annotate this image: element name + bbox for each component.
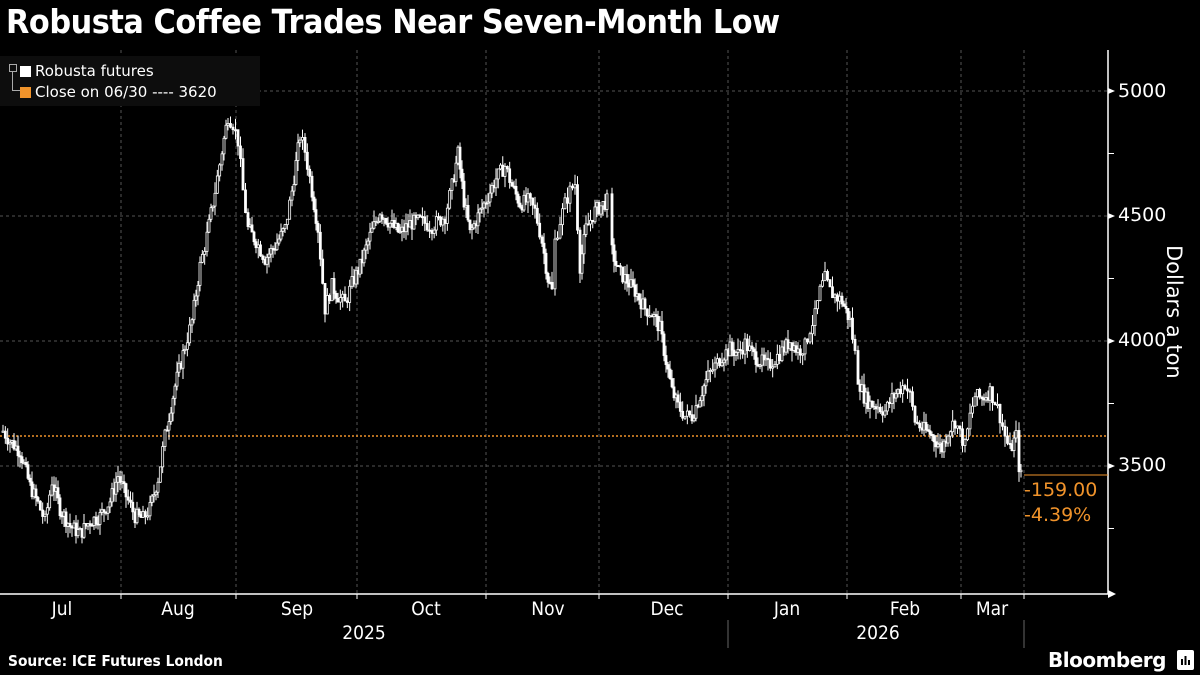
bloomberg-logo: Bloomberg	[1048, 648, 1166, 672]
legend-swatch-white	[20, 66, 31, 77]
y-tick-mark	[1108, 463, 1115, 469]
x-tick-jul: Jul	[51, 598, 73, 620]
x-tick-nov: Nov	[531, 598, 565, 620]
chart-title: Robusta Coffee Trades Near Seven-Month L…	[6, 2, 780, 41]
x-tick-aug: Aug	[161, 598, 195, 620]
legend-tree-connector	[12, 72, 20, 91]
legend-label: Close on 06/30 ---- 3620	[35, 83, 217, 101]
y-tick-5000: 5000	[1118, 80, 1167, 102]
change-percent: -4.39%	[1024, 504, 1092, 526]
legend-label: Robusta futures	[35, 62, 154, 80]
x-tick-mar: Mar	[975, 598, 1009, 620]
change-absolute: -159.00	[1024, 479, 1098, 501]
x-axis-arrow	[1108, 590, 1116, 598]
source-note: Source: ICE Futures London	[8, 652, 223, 670]
x-year-2025: 2025	[342, 622, 386, 644]
y-tick-4000: 4000	[1118, 329, 1167, 351]
x-tick-dec: Dec	[650, 598, 684, 620]
legend-collapse-icon[interactable]	[9, 64, 17, 72]
x-year-2026: 2026	[856, 622, 900, 644]
y-tick-mark	[1108, 88, 1115, 94]
x-tick-sep: Sep	[280, 598, 314, 620]
y-axis-label: Dollars a ton	[1162, 245, 1186, 379]
y-tick-3500: 3500	[1118, 454, 1167, 476]
x-tick-feb: Feb	[889, 598, 921, 620]
y-tick-mark	[1108, 213, 1115, 219]
bloomberg-chart-icon	[1177, 650, 1194, 670]
x-tick-oct: Oct	[411, 598, 441, 620]
legend-swatch-orange	[20, 87, 31, 98]
x-tick-jan: Jan	[773, 598, 801, 620]
price-series-robusta-futures	[1, 116, 1023, 544]
legend-item-robusta-futures[interactable]: Robusta futures	[20, 62, 154, 80]
legend-item-close-reference[interactable]: Close on 06/30 ---- 3620	[20, 83, 217, 101]
y-tick-4500: 4500	[1118, 204, 1167, 226]
legend: Robusta futures Close on 06/30 ---- 3620	[0, 56, 260, 106]
y-tick-mark	[1108, 338, 1115, 344]
